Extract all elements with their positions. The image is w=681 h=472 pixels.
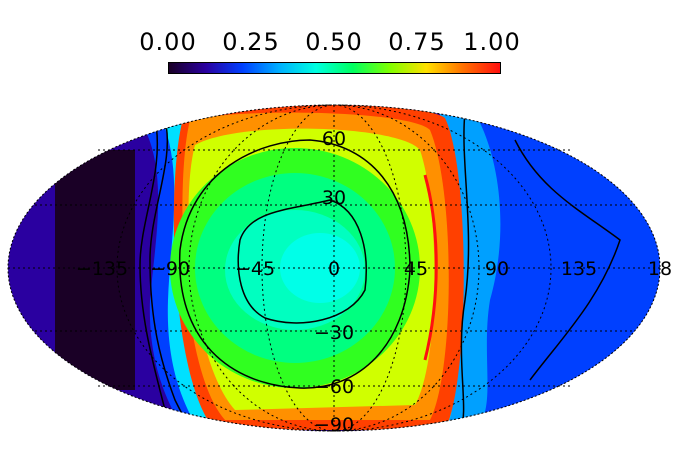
map-outline: [7, 104, 661, 432]
lat-label: 60: [322, 128, 346, 150]
lon-label: −135: [76, 258, 128, 280]
lat-label: 30: [322, 187, 346, 209]
lat-label: −90: [314, 414, 354, 436]
contour-line: [423, 174, 438, 361]
lon-label: −45: [235, 258, 275, 280]
meridian-line: [116, 104, 552, 432]
field-darkest-west: [55, 150, 135, 390]
colorbar-label-4: 1.00: [463, 28, 521, 56]
colorbar-label-0: 0.00: [139, 28, 197, 56]
lon-label: 0: [328, 258, 340, 280]
lat-label: −30: [314, 322, 354, 344]
contour-line: [139, 117, 166, 411]
contour-line: [179, 139, 411, 389]
colorbar: [168, 62, 501, 74]
lon-label: 45: [404, 258, 428, 280]
colorbar-label-2: 0.50: [305, 28, 363, 56]
lon-label: −90: [150, 258, 190, 280]
colorbar-label-3: 0.75: [388, 28, 446, 56]
contour-line: [459, 111, 470, 431]
contour-line: [237, 199, 367, 324]
lon-label: 18: [648, 258, 672, 280]
lon-label: 90: [485, 258, 509, 280]
colorbar-label-1: 0.25: [222, 28, 280, 56]
lon-label: 135: [561, 258, 597, 280]
contour-line: [514, 139, 621, 381]
lat-label: −60: [314, 376, 354, 398]
